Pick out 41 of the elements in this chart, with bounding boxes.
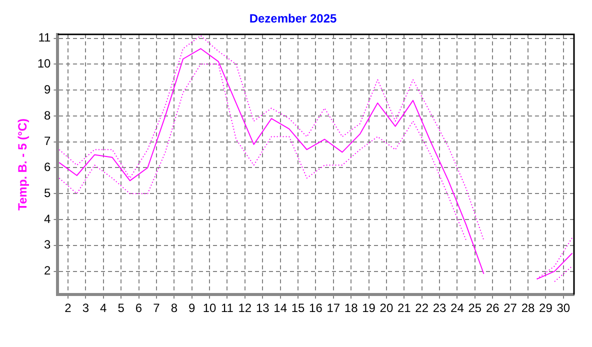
x-tick-label: 22	[415, 301, 429, 316]
x-tick-label: 18	[344, 301, 358, 316]
x-tick-label: 16	[309, 301, 323, 316]
x-tick-label: 6	[135, 301, 142, 316]
x-tick-label: 17	[326, 301, 340, 316]
x-tick-label: 5	[118, 301, 125, 316]
y-tick-label: 3	[44, 238, 52, 252]
x-tick-label: 7	[153, 301, 160, 316]
x-tick-label: 29	[539, 301, 553, 316]
y-tick-label: 5	[44, 186, 52, 200]
x-tick-label: 10	[202, 301, 217, 316]
y-tick-label: 4	[44, 212, 52, 226]
x-tick-label: 11	[221, 301, 234, 316]
x-tick-label: 9	[188, 301, 196, 316]
x-tick-label: 24	[450, 301, 464, 316]
x-tick-label: 23	[432, 301, 447, 316]
y-tick-label: 10	[37, 56, 52, 70]
x-tick-label: 14	[274, 301, 288, 316]
x-tick-label: 21	[397, 301, 412, 316]
x-tick-label: 2	[64, 301, 72, 316]
x-tick-label: 30	[556, 301, 570, 316]
y-tick-label: 8	[44, 108, 52, 122]
x-tick-label: 15	[291, 301, 305, 316]
y-tick-label: 11	[38, 30, 52, 45]
x-tick-label: 4	[100, 301, 108, 316]
y-tick-label: 7	[44, 134, 52, 148]
x-tick-label: 25	[468, 301, 482, 316]
chart-title: Dezember 2025	[249, 12, 338, 26]
y-tick-label: 6	[44, 160, 52, 174]
x-tick-label: 3	[82, 301, 90, 316]
x-tick-label: 28	[521, 301, 535, 316]
x-tick-label: 8	[170, 301, 178, 316]
y-tick-label: 2	[44, 264, 52, 278]
x-tick-label: 27	[504, 301, 518, 316]
x-tick-label: 13	[256, 301, 270, 316]
y-tick-label: 9	[44, 82, 52, 96]
x-tick-label: 19	[362, 301, 376, 316]
x-tick-label: 26	[486, 301, 500, 316]
x-tick-label: 12	[238, 301, 252, 316]
x-tick-label: 20	[380, 301, 394, 316]
y-axis-title: Temp. B. - 5 (°C)	[16, 118, 30, 210]
